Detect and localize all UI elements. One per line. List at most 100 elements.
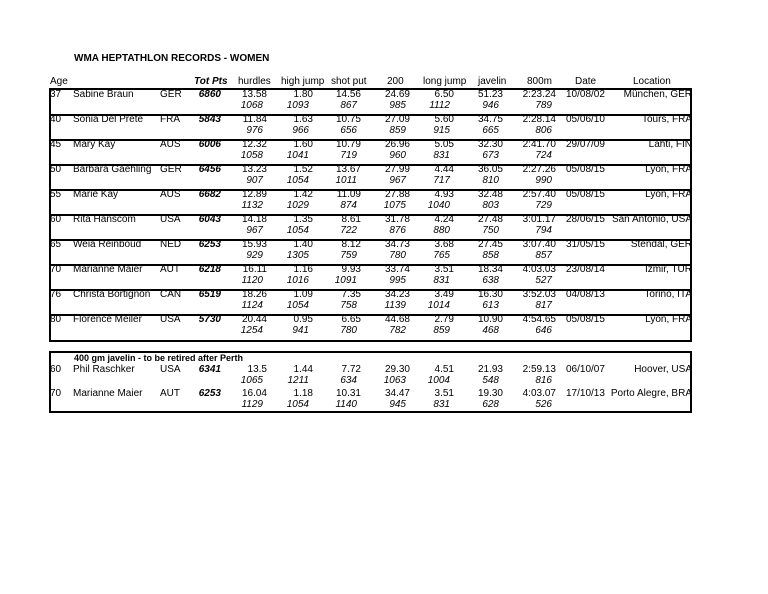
- points-lj: 1014: [427, 300, 450, 311]
- cell-age: 80: [50, 314, 62, 325]
- cell-d800: 3:52.03: [522, 289, 556, 300]
- points-hj: 1054: [286, 175, 309, 186]
- cell-d800: 4:03.07: [522, 388, 556, 399]
- header-age: Age: [50, 76, 68, 87]
- points-d200: 995: [389, 275, 406, 286]
- cell-d200: 24.69: [384, 89, 410, 100]
- cell-lj: 6.50: [434, 89, 454, 100]
- points-hurdles: 1254: [240, 325, 263, 336]
- cell-sp: 13.67: [335, 164, 361, 175]
- points-jav: 858: [482, 250, 499, 261]
- cell-age: 65: [50, 239, 62, 250]
- points-d200: 780: [389, 250, 406, 261]
- cell-sp: 11.09: [336, 189, 361, 200]
- points-hj: 1093: [286, 100, 309, 111]
- cell-date: 17/10/13: [566, 388, 605, 399]
- points-sp: 719: [340, 150, 357, 161]
- header-shot-put: shot put: [331, 76, 367, 87]
- cell-hurdles: 18.26: [241, 289, 267, 300]
- cell-hurdles: 13.58: [241, 89, 267, 100]
- cell-hj: 1.60: [293, 139, 313, 150]
- points-hj: 1054: [286, 225, 309, 236]
- cell-d200: 31.78: [384, 214, 410, 225]
- cell-date: 06/10/07: [566, 364, 605, 375]
- cell-hurdles: 12.32: [241, 139, 267, 150]
- points-d800: 789: [535, 100, 552, 111]
- points-hurdles: 1120: [241, 275, 263, 286]
- cell-age: 60: [50, 214, 62, 225]
- cell-sp: 8.61: [341, 214, 361, 225]
- cell-loc: Porto Alegre, BRA: [610, 388, 692, 399]
- points-lj: 880: [433, 225, 450, 236]
- points-jav: 665: [482, 125, 499, 136]
- points-lj: 831: [433, 399, 450, 410]
- header-200: 200: [387, 76, 404, 87]
- points-hurdles: 976: [246, 125, 263, 136]
- table-row: [49, 239, 692, 266]
- cell-lj: 4.24: [434, 214, 454, 225]
- cell-hj: 1.52: [293, 164, 313, 175]
- cell-loc: Lyon, FRA: [645, 314, 692, 325]
- points-d200: 1063: [383, 375, 406, 386]
- table-row: [49, 264, 692, 291]
- cell-hurdles: 15.93: [241, 239, 267, 250]
- cell-date: 10/08/02: [566, 89, 605, 100]
- cell-loc: Torino, ITA: [644, 289, 692, 300]
- table-row: [49, 139, 692, 166]
- cell-age: 45: [50, 139, 62, 150]
- cell-hurdles: 16.11: [242, 264, 267, 275]
- cell-nat: FRA: [160, 114, 180, 125]
- cell-jav: 18.34: [477, 264, 503, 275]
- table-row: [49, 289, 692, 316]
- cell-jav: 34.75: [477, 114, 503, 125]
- cell-lj: 2.79: [434, 314, 454, 325]
- cell-loc: Stendal, GER: [630, 239, 692, 250]
- cell-lj: 3.49: [434, 289, 454, 300]
- points-jav: 750: [482, 225, 499, 236]
- points-lj: 1040: [427, 200, 450, 211]
- cell-sp: 10.79: [335, 139, 361, 150]
- cell-lj: 3.51: [434, 388, 454, 399]
- cell-d800: 4:03.03: [522, 264, 556, 275]
- cell-name: Marianne Maier: [73, 388, 143, 399]
- cell-d200: 27.88: [384, 189, 410, 200]
- cell-loc: Hoover, USA: [634, 364, 692, 375]
- cell-loc: San Antonio, USA: [611, 214, 692, 225]
- cell-jav: 27.45: [477, 239, 503, 250]
- cell-lj: 3.68: [434, 239, 454, 250]
- cell-tot: 6253: [198, 239, 221, 250]
- cell-name: Sabine Braun: [73, 89, 134, 100]
- points-sp: 1140: [335, 399, 357, 410]
- points-d200: 945: [389, 399, 406, 410]
- cell-age: 70: [50, 264, 62, 275]
- cell-name: Rita Hanscom: [73, 214, 136, 225]
- cell-lj: 4.44: [434, 164, 454, 175]
- cell-date: 23/08/14: [566, 264, 605, 275]
- cell-name: Florence Meiler: [73, 314, 142, 325]
- cell-jav: 27.48: [477, 214, 503, 225]
- points-lj: 765: [433, 250, 450, 261]
- points-sp: 656: [340, 125, 357, 136]
- cell-tot: 5843: [198, 114, 221, 125]
- points-hurdles: 1129: [241, 399, 263, 410]
- points-d200: 859: [389, 125, 406, 136]
- cell-date: 28/06/15: [566, 214, 605, 225]
- cell-hj: 1.42: [293, 189, 313, 200]
- points-d800: 526: [535, 399, 552, 410]
- old-records-table: [49, 351, 692, 413]
- points-hj: 1016: [286, 275, 309, 286]
- points-hj: 1029: [286, 200, 309, 211]
- cell-jav: 32.48: [477, 189, 503, 200]
- cell-lj: 4.51: [434, 364, 454, 375]
- points-hj: 1054: [286, 399, 309, 410]
- table-row: [49, 114, 692, 141]
- cell-tot: 5730: [198, 314, 221, 325]
- cell-nat: GER: [160, 89, 182, 100]
- cell-d200: 27.99: [384, 164, 410, 175]
- points-d800: 724: [535, 150, 552, 161]
- points-d200: 985: [389, 100, 406, 111]
- points-hurdles: 929: [246, 250, 263, 261]
- cell-hurdles: 20.44: [241, 314, 267, 325]
- page-title: WMA HEPTATHLON RECORDS - WOMEN: [74, 53, 270, 64]
- cell-age: 50: [50, 164, 62, 175]
